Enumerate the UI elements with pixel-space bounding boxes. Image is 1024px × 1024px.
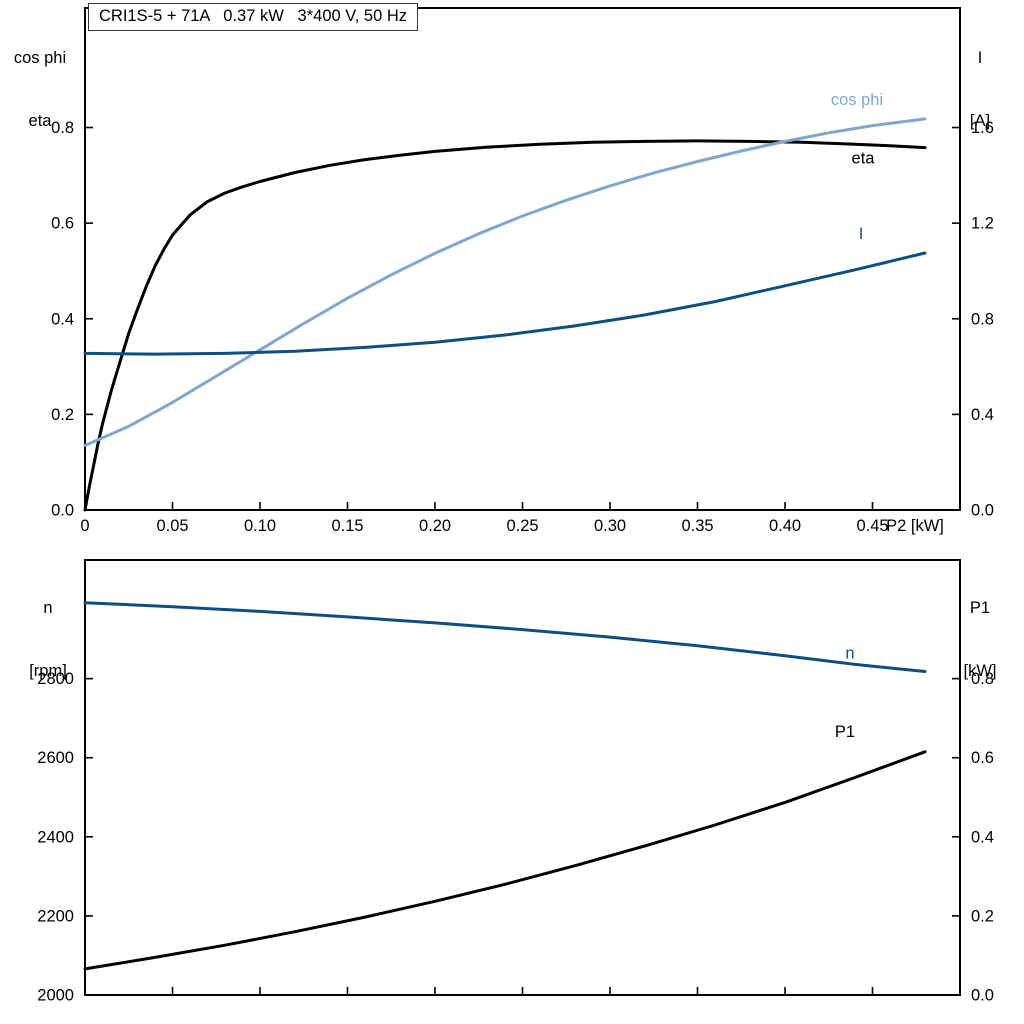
left-tick-label: 0.2 — [51, 406, 74, 424]
right-tick-label: 1.6 — [971, 119, 994, 137]
x-tick-label: 0.15 — [331, 517, 363, 535]
p1-axis-title-line1: P1 — [969, 599, 991, 617]
right-tick-label: 0.0 — [971, 502, 994, 520]
bottom-left-axis-title: n [rpm] — [12, 556, 84, 724]
right-axis-title-line1: I — [977, 49, 983, 67]
right-axis-title-line2: [A] — [969, 112, 991, 130]
right-tick-label: 1.2 — [971, 215, 994, 233]
left-tick-label: 2400 — [37, 828, 74, 846]
curve-label-eta: eta — [852, 150, 876, 168]
left-tick-label: 0.6 — [51, 215, 74, 233]
x-tick-label: 0.30 — [594, 517, 626, 535]
curve-eta — [83, 139, 927, 512]
top-left-axis-title: cos phi eta — [4, 6, 76, 174]
left-tick-label: 0.8 — [51, 119, 74, 137]
right-tick-label: 0.2 — [971, 907, 994, 925]
plot-frame-motor-curves-top — [84, 7, 961, 511]
curve-label-current: I — [859, 225, 864, 243]
right-tick-label: 0.8 — [971, 310, 994, 328]
right-tick-label: 0.4 — [971, 828, 994, 846]
x-tick-label: 0.40 — [769, 517, 801, 535]
curve-label-p1: P1 — [835, 723, 855, 741]
x-tick-label: 0.35 — [681, 517, 713, 535]
curve-label-cos-phi: cos phi — [831, 91, 883, 109]
p1-axis-title-line2: [kW] — [963, 662, 997, 680]
left-tick-label: 2800 — [37, 670, 74, 688]
curve-speed — [83, 601, 927, 673]
title-box: CRI1S-5 + 71A 0.37 kW 3*400 V, 50 Hz — [88, 3, 419, 31]
left-tick-label: 0.4 — [51, 310, 74, 328]
speed-axis-title-line2: [rpm] — [29, 662, 67, 680]
curve-current — [83, 251, 927, 356]
right-tick-label: 0.4 — [971, 406, 994, 424]
left-tick-label: 2600 — [37, 749, 74, 767]
x-tick-label: 0.20 — [419, 517, 451, 535]
left-tick-label: 0.0 — [51, 502, 74, 520]
plot-frame-motor-curves-bottom — [84, 559, 961, 996]
right-tick-label: 0.0 — [971, 987, 994, 1005]
x-tick-label: 0 — [80, 517, 89, 535]
top-right-axis-title: I [A] — [948, 6, 1012, 174]
bottom-right-axis-title: P1 [kW] — [948, 556, 1012, 724]
left-tick-label: 2200 — [37, 907, 74, 925]
right-tick-label: 0.8 — [971, 670, 994, 688]
left-axis-title-line2: eta — [28, 112, 52, 130]
curve-label-speed: n — [845, 645, 854, 663]
x-tick-label: 0.25 — [506, 517, 538, 535]
left-axis-title-line1: cos phi — [13, 49, 67, 67]
x-tick-label: 0.10 — [244, 517, 276, 535]
right-tick-label: 0.6 — [971, 749, 994, 767]
x-axis-label: P2 [kW] — [886, 517, 944, 535]
curve-cos-phi — [83, 117, 927, 447]
x-tick-label: 0.45 — [856, 517, 888, 535]
speed-axis-title-line1: n — [43, 599, 53, 617]
left-tick-label: 2000 — [37, 987, 74, 1005]
x-tick-label: 0.05 — [156, 517, 188, 535]
curve-p1 — [83, 750, 927, 971]
